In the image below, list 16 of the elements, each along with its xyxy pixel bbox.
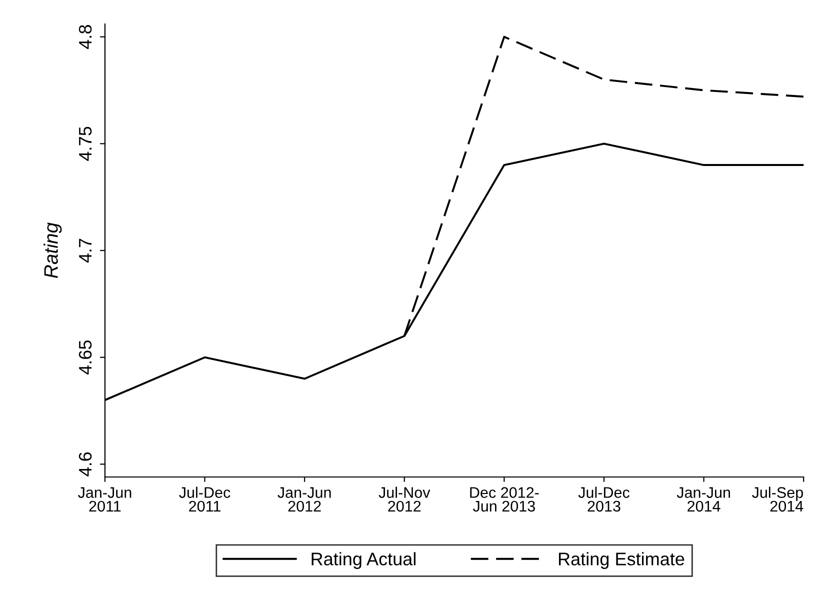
legend-label: Rating Estimate <box>558 552 684 569</box>
y-tick-label: 4.6 <box>78 452 92 476</box>
y-tick-label: 4.65 <box>78 340 92 374</box>
x-tick-label: Jul-Sep 2014 <box>752 486 804 512</box>
y-axis-title: Rating <box>44 222 62 278</box>
x-tick-label: Jan-Jun 2014 <box>676 487 730 512</box>
x-tick-label: Jul-Dec 2013 <box>578 486 630 512</box>
legend-label: Rating Actual <box>312 552 416 569</box>
x-tick-label: Jan-Jun 2011 <box>78 487 132 512</box>
y-tick-label: 4.75 <box>79 126 92 161</box>
y-tick-label: 4.7 <box>79 238 92 263</box>
x-tick-label: Dec 2012- Jun 2013 <box>470 487 539 512</box>
x-tick-label: Jul-Nov 2012 <box>378 486 430 512</box>
y-tick-label: 4.8 <box>78 25 92 49</box>
x-tick-label: Jul-Dec 2011 <box>179 486 230 512</box>
x-tick-label: Jan-Jun 2012 <box>278 487 331 512</box>
